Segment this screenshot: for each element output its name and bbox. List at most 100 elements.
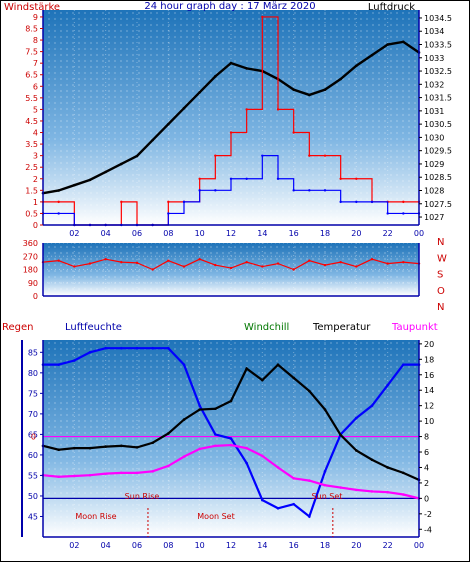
wind-direction-point xyxy=(276,262,280,265)
wind-average-point xyxy=(57,212,60,215)
humidity-tick-label: 55 xyxy=(28,471,38,480)
humidity-point xyxy=(308,515,311,518)
wind-tick-label: 5.5 xyxy=(25,94,38,103)
wind-average-point xyxy=(167,212,170,215)
panel1-hour-label: 10 xyxy=(195,229,205,238)
humidity-point xyxy=(261,498,264,502)
temperature-point xyxy=(261,378,264,382)
humidity-tick-label: 65 xyxy=(28,430,38,439)
wind-average-point xyxy=(323,189,327,192)
panel3-hour-label: 14 xyxy=(257,541,267,550)
wind-tick-label: 6.5 xyxy=(25,71,38,80)
compass-label: O xyxy=(437,286,445,297)
temperature-point xyxy=(73,446,76,450)
legend-taupunkt: Taupunkt xyxy=(391,322,438,333)
wind-direction-point xyxy=(355,265,358,268)
dewpoint-point xyxy=(120,471,123,475)
dewpoint-point xyxy=(88,473,92,477)
temperature-tick-label: 14 xyxy=(424,386,434,395)
temperature-point xyxy=(370,458,374,462)
direction-tick-label: 180 xyxy=(23,266,38,275)
dewpoint-point xyxy=(402,493,405,496)
humidity-tick-label: 70 xyxy=(28,410,38,419)
panel3-hour-label: 08 xyxy=(163,541,173,550)
pressure-tick-label: 1028 xyxy=(424,186,444,195)
page-title: 24 hour graph day : 17 März 2020 xyxy=(144,1,315,12)
dewpoint-point xyxy=(214,444,217,448)
pressure-tick-label: 1030.5 xyxy=(424,120,452,129)
pressure-point xyxy=(120,162,123,166)
panel1-hour-label: 04 xyxy=(101,229,111,238)
wind-gust-point xyxy=(308,154,311,157)
wind-direction-point xyxy=(229,266,233,270)
wind-tick-label: 6 xyxy=(33,82,38,91)
moon-set-label: Moon Set xyxy=(197,512,234,521)
wind-direction-point xyxy=(88,262,92,265)
temperature-point xyxy=(308,389,311,393)
panel1-hour-label: 00 xyxy=(414,229,424,238)
temperature-tick-label: -2 xyxy=(424,510,432,519)
wind-tick-label: 7 xyxy=(33,59,38,68)
wind-average-point xyxy=(214,189,217,192)
panel2-dots xyxy=(43,243,419,296)
wind-pressure-panel: 00.511.522.533.544.555.566.577.588.59102… xyxy=(4,1,452,238)
humidity-point xyxy=(292,502,295,506)
wind-axis-label: Windstärke xyxy=(4,2,60,13)
humidity-tick-label: 85 xyxy=(28,348,38,357)
wind-tick-label: 0.5 xyxy=(25,209,38,218)
panel1-hour-label: 08 xyxy=(163,229,173,238)
pressure-point xyxy=(386,43,389,46)
panel1-hour-label: 06 xyxy=(132,229,142,238)
wind-average-point xyxy=(355,200,358,204)
temperature-point xyxy=(151,441,154,445)
pressure-point xyxy=(370,53,374,57)
compass-label: W xyxy=(437,253,447,264)
temperature-tick-label: 6 xyxy=(424,448,429,457)
wind-average-point xyxy=(370,200,374,204)
legend-regen: Regen xyxy=(2,322,34,333)
dewpoint-point xyxy=(245,446,248,450)
wind-direction-point xyxy=(339,260,342,264)
humidity-tick-label: 75 xyxy=(28,389,38,398)
pressure-point xyxy=(151,138,154,142)
pressure-tick-label: 1031.5 xyxy=(424,94,452,103)
temperature-tick-label: 0 xyxy=(424,494,429,503)
pressure-point xyxy=(292,88,295,91)
dewpoint-point xyxy=(198,447,201,451)
zero-label: 0 xyxy=(31,433,36,442)
temperature-tick-label: 10 xyxy=(424,417,434,426)
humidity-tick-label: 80 xyxy=(28,369,38,378)
temperature-tick-label: 20 xyxy=(424,340,434,349)
temperature-point xyxy=(198,408,201,411)
humidity-point xyxy=(229,437,233,440)
wind-gust-point xyxy=(261,15,264,19)
wind-gust-point xyxy=(245,108,248,111)
panel3-hour-label: 00 xyxy=(414,541,424,550)
panel3-hour-label: 20 xyxy=(351,541,361,550)
humidity-tick-label: 60 xyxy=(28,451,38,460)
humidity-temperature-panel: 455055606570758085-4-2024681012141618200… xyxy=(2,322,438,550)
pressure-tick-label: 1033.5 xyxy=(424,41,452,50)
humidity-point xyxy=(182,363,186,366)
panel1-hour-label: 22 xyxy=(383,229,393,238)
legend-temperatur: Temperatur xyxy=(312,322,371,333)
dewpoint-point xyxy=(135,471,139,475)
dewpoint-point xyxy=(355,488,358,492)
pressure-tick-label: 1032 xyxy=(424,80,444,89)
wind-direction-point xyxy=(120,260,123,264)
pressure-point xyxy=(198,90,201,94)
pressure-point xyxy=(245,67,248,70)
wind-gust-point xyxy=(214,154,217,157)
wind-direction-point xyxy=(104,257,107,261)
wind-direction-point xyxy=(245,260,248,264)
wind-gust-point xyxy=(167,200,170,204)
direction-tick-label: 270 xyxy=(23,252,38,261)
moon-rise-label: Moon Rise xyxy=(75,512,116,521)
dewpoint-point xyxy=(104,472,107,475)
pressure-tick-label: 1029.5 xyxy=(424,147,452,156)
panel3-hour-label: 10 xyxy=(195,541,205,550)
panel3-hour-label: 18 xyxy=(320,541,330,550)
wind-average-point xyxy=(276,177,280,180)
